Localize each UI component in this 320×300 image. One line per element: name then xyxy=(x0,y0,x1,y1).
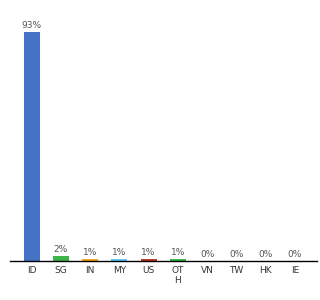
Text: 0%: 0% xyxy=(258,250,273,259)
Bar xyxy=(53,256,69,261)
Bar xyxy=(170,259,186,261)
Text: 2%: 2% xyxy=(54,245,68,254)
Text: 1%: 1% xyxy=(141,248,156,256)
Text: 1%: 1% xyxy=(112,248,126,256)
Text: 0%: 0% xyxy=(229,250,244,259)
Text: 1%: 1% xyxy=(171,248,185,256)
Text: 1%: 1% xyxy=(83,248,97,256)
Text: 0%: 0% xyxy=(200,250,214,259)
Bar xyxy=(24,32,40,261)
Bar xyxy=(111,259,127,261)
Text: 93%: 93% xyxy=(21,21,42,30)
Bar xyxy=(140,259,156,261)
Text: 0%: 0% xyxy=(288,250,302,259)
Bar xyxy=(82,259,98,261)
